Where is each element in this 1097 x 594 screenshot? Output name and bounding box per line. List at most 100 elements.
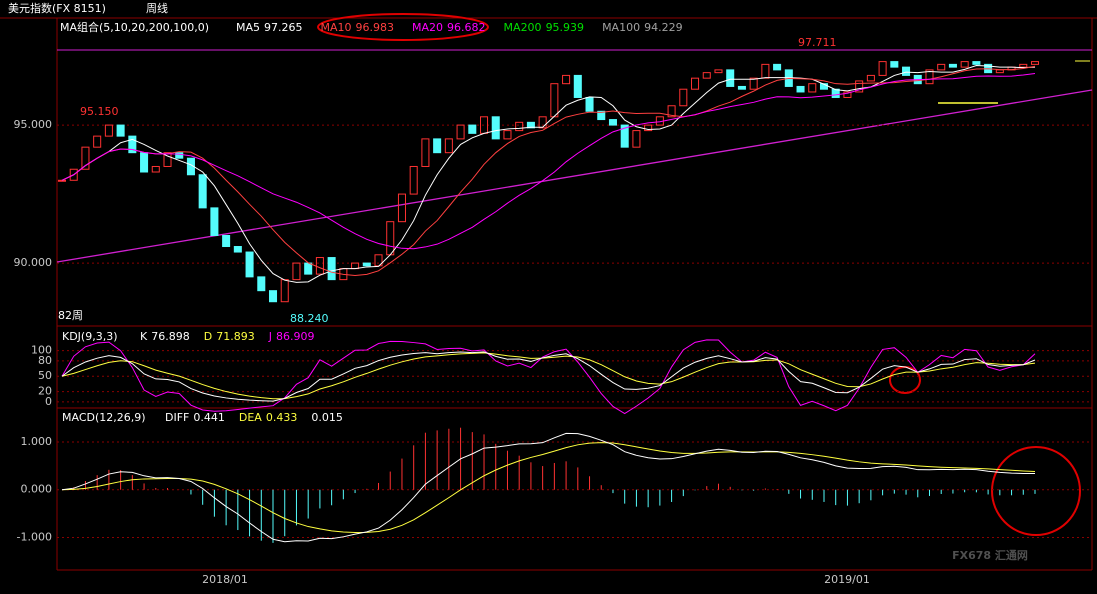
candle-down [245, 251, 254, 278]
indicator-name: D [204, 330, 212, 343]
candle-down [222, 234, 231, 248]
candle-down [491, 116, 500, 140]
candle-down [140, 152, 149, 173]
candle-down [362, 262, 371, 267]
candle-up [855, 80, 864, 93]
candle-down [268, 290, 278, 303]
candle-down [972, 61, 981, 65]
annotation: 82周 [58, 309, 83, 322]
y-tick-label: 20 [38, 385, 52, 398]
indicator-value: 86.909 [276, 330, 315, 343]
candle-up [878, 61, 887, 76]
annotation: 88.240 [290, 312, 329, 325]
annotation: 95.150 [80, 105, 119, 118]
candle-down [468, 124, 477, 134]
legend-name: MA100 [602, 21, 640, 34]
ma-line [61, 64, 1036, 283]
candle-down [585, 96, 594, 112]
period: 周线 [146, 1, 168, 15]
candle-up [749, 77, 758, 90]
candle-up [714, 69, 723, 74]
candle-up [960, 61, 969, 68]
candle-down [597, 110, 606, 121]
y-tick-label: 95.000 [14, 118, 53, 131]
candle-up [81, 146, 90, 170]
candle-down [198, 174, 207, 209]
candle-up [702, 72, 711, 79]
candle-up [456, 124, 465, 140]
candle-up [69, 168, 78, 181]
candle-up [866, 74, 875, 82]
candle-down [433, 138, 442, 154]
highlight-circle [317, 13, 489, 41]
kdj-title: KDJ(9,3,3) [62, 330, 118, 343]
candle-up [925, 69, 934, 85]
y-tick-label: 80 [38, 354, 52, 367]
indicator-value: 0.015 [311, 411, 343, 424]
d-line [61, 352, 1036, 400]
candle-down [948, 63, 957, 68]
candle-down [608, 119, 617, 126]
indicator-value: 0.441 [193, 411, 225, 424]
candle-down [257, 276, 266, 292]
candle-up [937, 63, 946, 71]
candle-up [691, 77, 700, 90]
j-line [61, 339, 1036, 415]
diff-line [61, 432, 1036, 543]
legend-value: 96.983 [356, 21, 395, 34]
legend-name: MA10 [321, 21, 352, 34]
x-tick-label: 2019/01 [824, 573, 870, 586]
annotation: 97.711 [798, 36, 837, 49]
candle-up [292, 262, 301, 281]
candle-down [620, 124, 629, 148]
candle-down [890, 61, 899, 68]
candle-up [632, 130, 641, 148]
indicator-name: J [268, 330, 272, 343]
candle-down [327, 257, 336, 281]
y-tick-label: 90.000 [14, 256, 53, 269]
indicator-name: DEA [239, 411, 262, 424]
candle-down [726, 69, 735, 87]
indicator-value: 71.893 [216, 330, 255, 343]
watermark: FX678 汇通网 [952, 549, 1028, 562]
candle-down [902, 66, 911, 76]
candle-up [57, 179, 67, 182]
candle-up [163, 152, 172, 167]
y-tick-label: 0.000 [21, 483, 53, 496]
legend-value: 96.682 [447, 21, 486, 34]
legend-name: MA20 [412, 21, 443, 34]
legend-value: 97.265 [264, 21, 303, 34]
symbol: 美元指数(FX 8151) [8, 1, 106, 15]
y-tick-label: 100 [31, 344, 52, 357]
candle-up [538, 116, 547, 129]
candle-up [667, 105, 676, 118]
candle-down [116, 124, 125, 137]
indicator-name: K [140, 330, 148, 343]
highlight-circle [991, 446, 1081, 536]
x-tick-label: 2018/01 [202, 573, 248, 586]
indicator-value: 76.898 [151, 330, 190, 343]
candle-up [1030, 61, 1040, 65]
candle-up [503, 130, 512, 140]
candle-down [233, 246, 242, 253]
candle-up [562, 74, 571, 85]
candle-down [304, 262, 313, 275]
candle-up [843, 91, 852, 98]
candle-down [210, 207, 219, 236]
indicator-name: DIFF [165, 411, 189, 424]
candle-down [737, 85, 746, 90]
candle-up [104, 124, 113, 137]
indicator-value: 0.433 [266, 411, 298, 424]
candle-down [526, 121, 535, 129]
candle-up [409, 165, 418, 195]
y-tick-label: -1.000 [17, 530, 52, 543]
k-line [61, 351, 1036, 402]
candle-down [796, 85, 805, 93]
macd-title: MACD(12,26,9) [62, 411, 146, 424]
candle-up [644, 124, 653, 132]
indicator-title: MA组合(5,10,20,200,100,0) [60, 20, 209, 34]
candle-up [397, 193, 406, 223]
y-tick-label: 1.000 [21, 435, 53, 448]
